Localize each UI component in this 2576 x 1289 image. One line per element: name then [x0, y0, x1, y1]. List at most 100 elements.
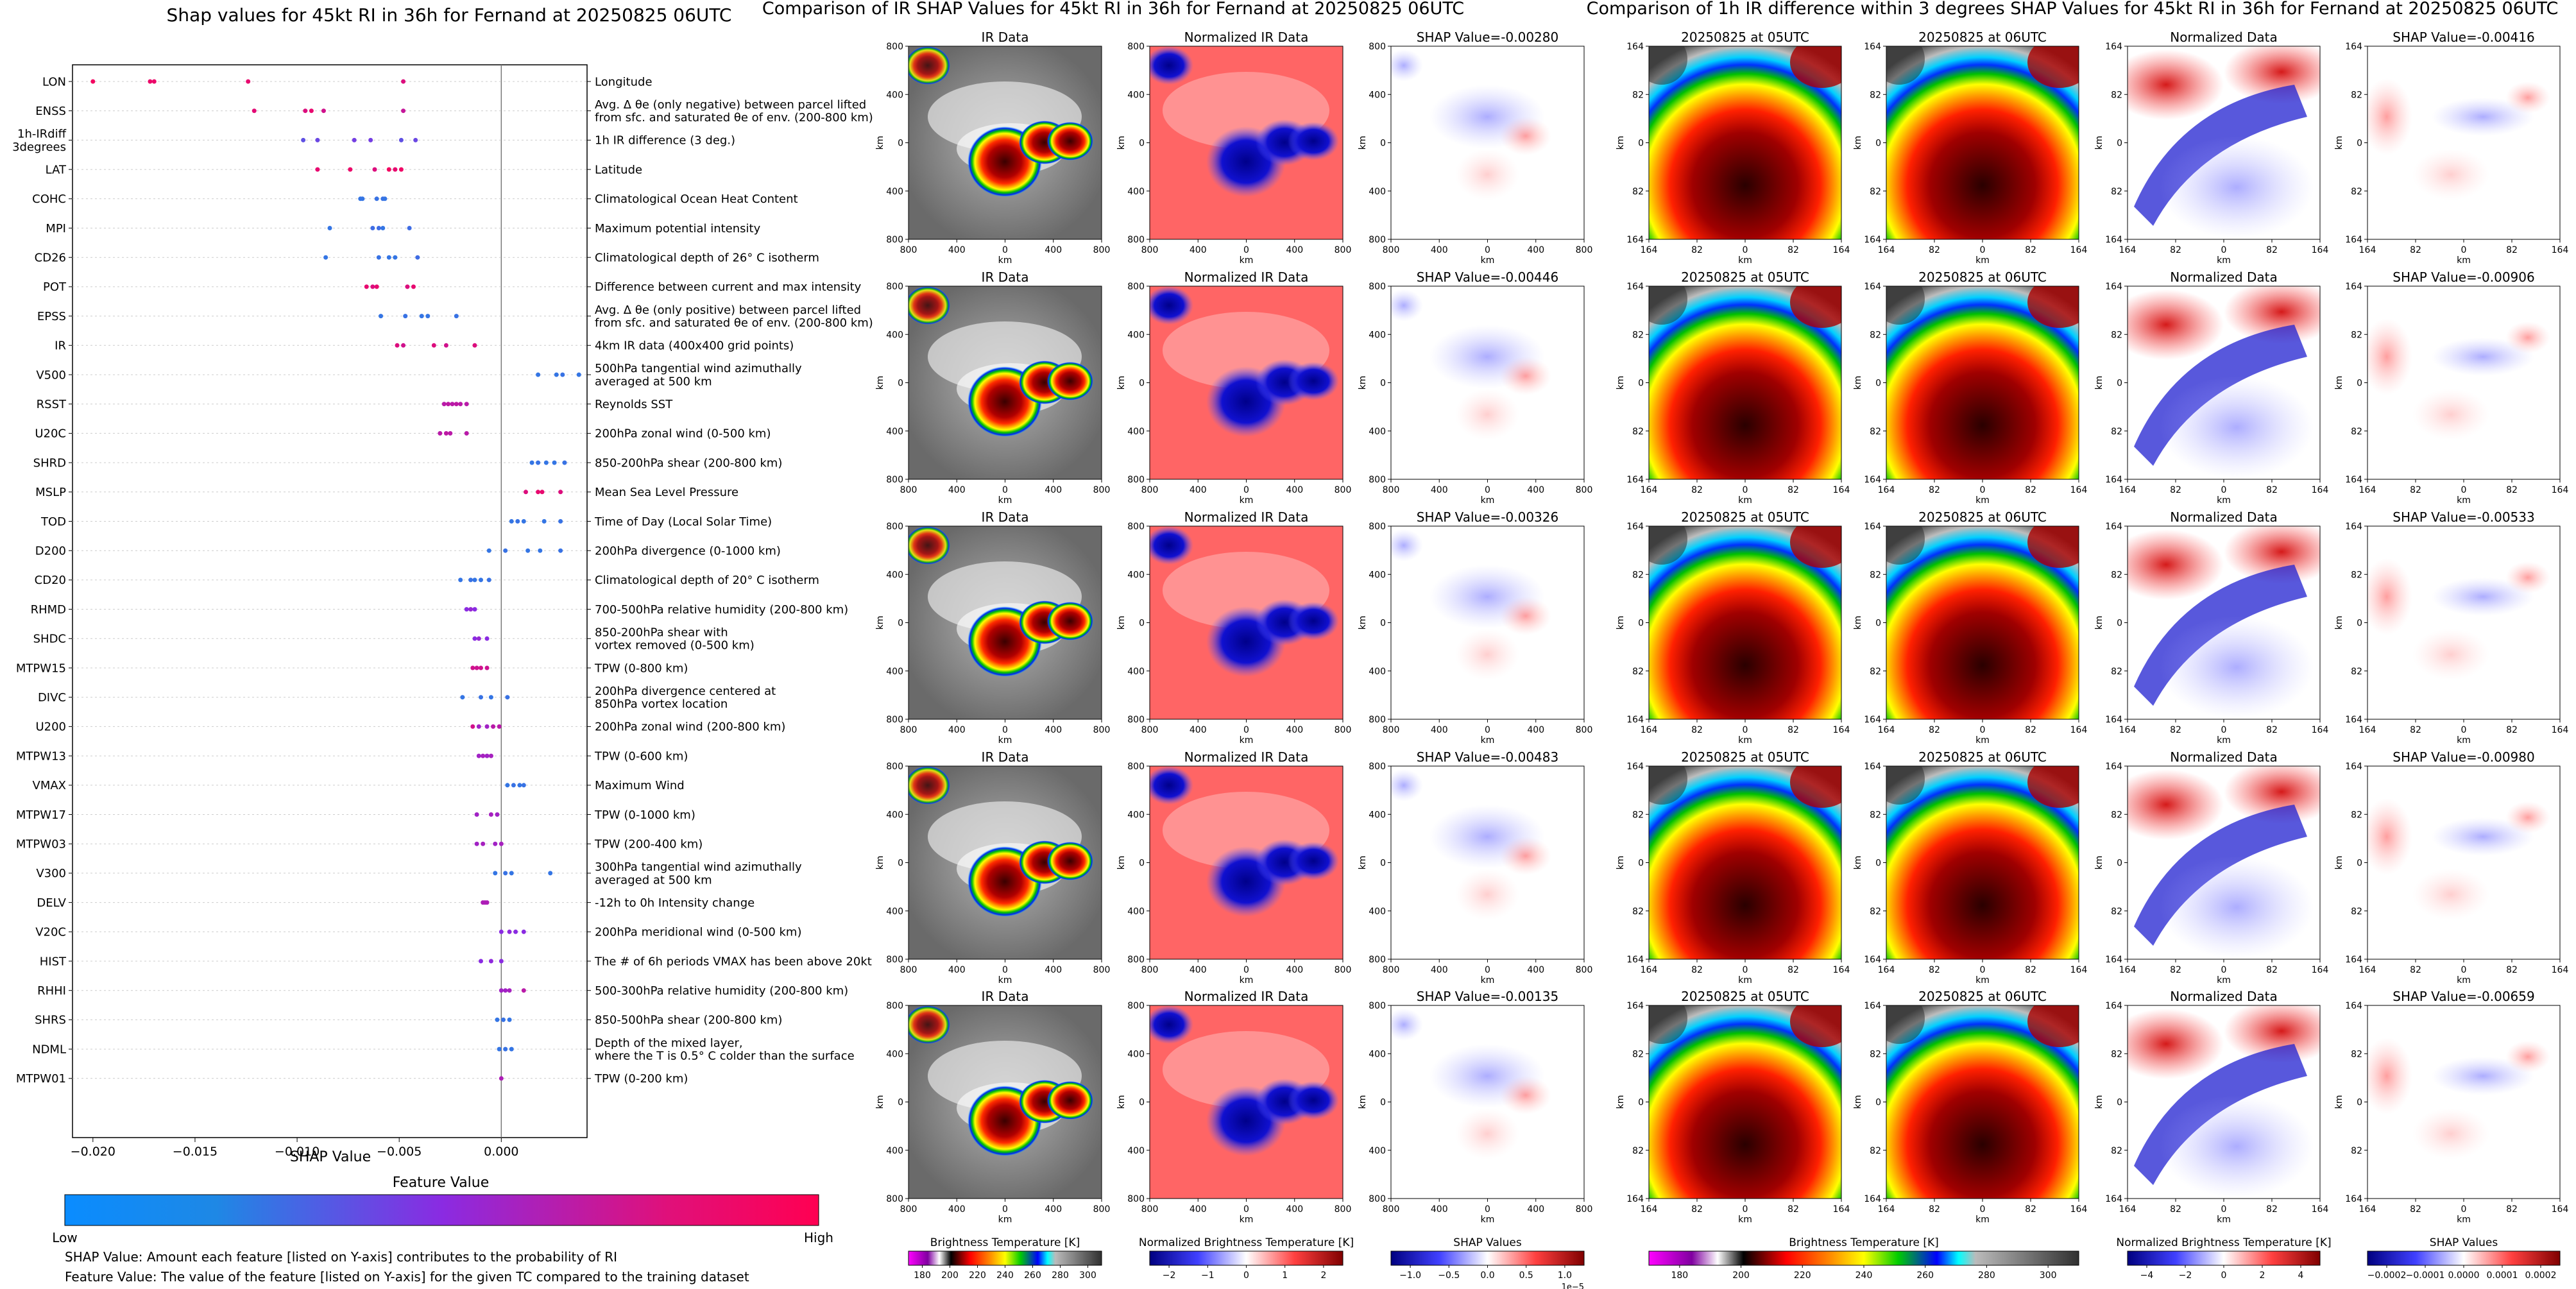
subplot-title: 20250825 at 05UTC	[1681, 509, 1809, 525]
feature-description: averaged at 500 km	[595, 375, 712, 388]
x-tick-label: 800	[1093, 485, 1111, 495]
y-tick-label: 800	[886, 1194, 903, 1204]
x-axis-label: km	[2217, 255, 2231, 266]
subplot-title: 20250825 at 05UTC	[1681, 989, 1809, 1004]
y-tick-label: 82	[1632, 90, 1644, 100]
subplot-title: 20250825 at 05UTC	[1681, 269, 1809, 285]
feature-code: VMAX	[33, 779, 67, 792]
feature-code: SHDC	[33, 633, 66, 646]
colorbar-label: Normalized Brightness Temperature [K]	[1139, 1236, 1354, 1249]
x-tick-label: 82	[2506, 245, 2518, 255]
y-tick-label: 800	[886, 762, 903, 772]
shap-positive	[1500, 357, 1551, 395]
feature-description: 850-200hPa shear with	[595, 626, 728, 640]
x-tick-label: 0	[1243, 725, 1249, 735]
colorbar-tick-label: 280	[1978, 1270, 1995, 1281]
x-tick-label: 164	[1641, 245, 1658, 255]
shap-point	[474, 841, 479, 846]
feature-code: 3degrees	[12, 141, 66, 154]
x-tick-label: 800	[1335, 725, 1352, 735]
x-tick-label: 164	[1878, 245, 1895, 255]
feature-description: Maximum Wind	[595, 779, 685, 792]
shap-point	[407, 226, 412, 230]
y-tick-label: 400	[1369, 570, 1386, 580]
y-tick-label: 164	[2345, 522, 2362, 532]
normalized-negative	[2160, 136, 2314, 239]
shap-point	[529, 460, 534, 465]
y-tick-label: 0	[1139, 379, 1145, 389]
x-tick-label: 82	[2170, 725, 2181, 735]
feature-description: from sfc. and saturated θe of env. (200-…	[595, 111, 873, 124]
shap-point	[484, 665, 490, 670]
y-tick-label: 82	[1870, 1049, 1881, 1059]
x-tick-label: 0	[2461, 485, 2467, 495]
y-tick-label: 400	[1369, 667, 1386, 677]
subplot-title: SHAP Value=-0.00326	[1417, 509, 1558, 525]
cold-cloud	[1790, 526, 1841, 568]
y-tick-label: 82	[2111, 1146, 2122, 1156]
cold-cloud	[1649, 46, 1687, 85]
y-tick-label: 800	[1127, 1001, 1145, 1011]
shap-point	[513, 929, 518, 934]
feature-code: MPI	[46, 222, 66, 235]
shap-point	[509, 871, 514, 876]
x-tick-label: 400	[948, 725, 966, 735]
feature-code: MTPW15	[16, 662, 66, 675]
y-tick-label: 0	[2357, 1098, 2362, 1108]
feature-description: 200hPa zonal wind (200-800 km)	[595, 721, 785, 734]
x-tick-label: 0	[2461, 245, 2467, 255]
x-tick-label: 164	[2119, 965, 2137, 975]
feature-code: MTPW13	[16, 749, 66, 763]
y-axis-label: km	[1116, 1095, 1127, 1109]
normalized-cold	[1288, 602, 1339, 640]
feature-description: averaged at 500 km	[595, 873, 712, 887]
subplot-title: SHAP Value=-0.00280	[1417, 30, 1558, 45]
x-tick-label: 0	[1485, 965, 1490, 975]
x-tick-label: 400	[1431, 245, 1448, 255]
y-tick-label: 800	[886, 235, 903, 245]
x-tick-label: 0	[1002, 965, 1008, 975]
x-tick-label: 800	[900, 245, 917, 255]
shap-point	[382, 196, 388, 201]
x-tick-label: 800	[1383, 725, 1400, 735]
x-tick-label: 800	[1383, 485, 1400, 495]
x-tick-label: −0.010	[275, 1145, 320, 1159]
x-axis-label: km	[1975, 1215, 1990, 1225]
x-axis-label: km	[1481, 735, 1495, 746]
beeswarm-axes	[72, 64, 588, 1138]
x-tick-label: 0	[2221, 725, 2227, 735]
ir-shap-comparison-panel: Comparison of IR SHAP Values for 45kt RI…	[762, 0, 1592, 1289]
shap-point	[301, 137, 306, 142]
colorbar-gradient	[2127, 1251, 2321, 1266]
normalized-negative-band	[2134, 85, 2307, 226]
shap-point	[327, 226, 332, 230]
x-axis-label: km	[2217, 495, 2231, 506]
feature-rows: LON Longitude ENSS Avg. Δ θe (only negative…	[12, 75, 873, 1086]
x-tick-label: 800	[1335, 965, 1352, 975]
y-tick-label: 82	[2351, 90, 2362, 100]
colorbar: Normalized Brightness Temperature [K] −2 −…	[1139, 1236, 1354, 1281]
normalized-cold	[1288, 1081, 1339, 1120]
shap-point	[370, 226, 375, 230]
x-tick-label: 82	[2025, 725, 2036, 735]
shap-point	[393, 255, 398, 260]
colorbar-gradient	[2367, 1251, 2561, 1266]
colorbar: Brightness Temperature [K] 180 200 220 240 26…	[908, 1236, 1102, 1281]
x-tick-label: 800	[1093, 965, 1111, 975]
y-tick-label: 164	[1626, 475, 1644, 485]
x-tick-label: 164	[2312, 965, 2329, 975]
y-tick-label: 0	[2117, 379, 2122, 389]
y-tick-label: 164	[1626, 235, 1644, 245]
feature-description: where the T is 0.5° C colder than the su…	[595, 1049, 855, 1063]
y-tick-label: 800	[1369, 235, 1386, 245]
x-tick-label: 0	[1485, 245, 1490, 255]
x-tick-label: 400	[1527, 725, 1544, 735]
x-tick-label: 164	[2312, 485, 2329, 495]
shap-point	[374, 284, 379, 289]
colorbar-tick-label: −0.0001	[2406, 1270, 2445, 1281]
x-tick-label: 82	[1929, 1204, 1940, 1215]
